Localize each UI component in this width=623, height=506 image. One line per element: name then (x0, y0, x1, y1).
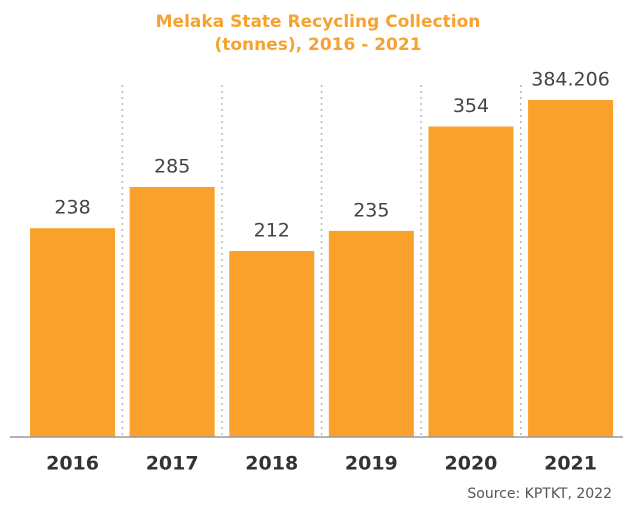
value-label: 285 (154, 156, 190, 178)
x-tick-label: 2019 (345, 453, 398, 475)
x-tick-label: 2021 (544, 453, 597, 475)
source-note: Source: KPTKT, 2022 (467, 486, 612, 502)
value-label: 212 (254, 220, 290, 242)
bar (428, 126, 514, 438)
chart-title: (tonnes), 2016 - 2021 (214, 35, 421, 55)
bar (129, 187, 215, 437)
bar (328, 230, 414, 437)
bar (528, 100, 614, 437)
x-tick-label: 2016 (46, 453, 99, 475)
bar (30, 228, 116, 437)
value-label: 238 (54, 197, 90, 219)
value-label: 235 (353, 199, 389, 221)
x-tick-label: 2020 (445, 453, 498, 475)
x-tick-label: 2017 (146, 453, 199, 475)
value-label: 354 (453, 95, 489, 117)
chart-title: Melaka State Recycling Collection (156, 12, 481, 32)
x-tick-label: 2018 (245, 453, 298, 475)
bar (229, 251, 315, 437)
value-label: 384.206 (531, 69, 610, 91)
